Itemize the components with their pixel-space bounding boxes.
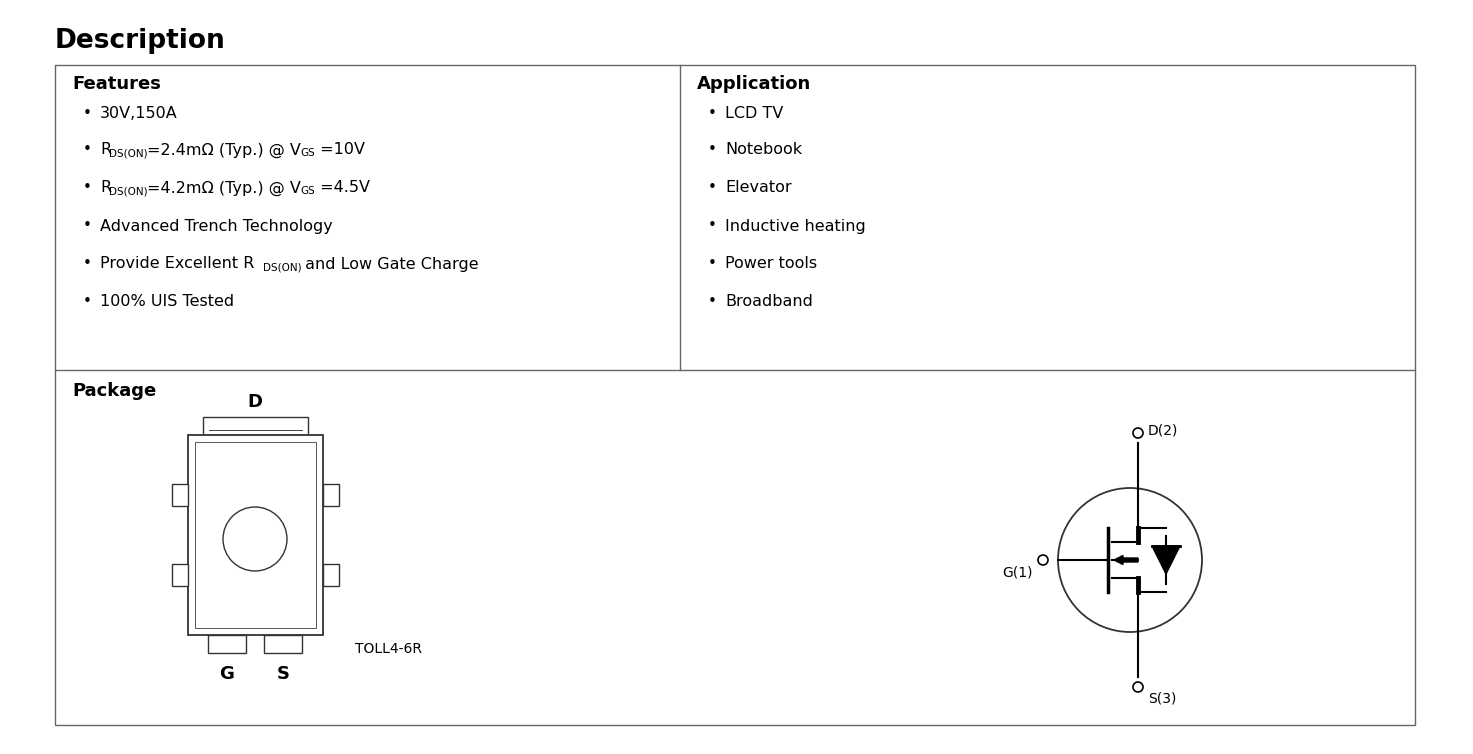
Text: Description: Description (55, 28, 225, 54)
Text: Advanced Trench Technology: Advanced Trench Technology (100, 219, 333, 234)
Text: =4.5V: =4.5V (315, 180, 370, 195)
Text: D(2): D(2) (1147, 424, 1178, 438)
Text: 30V,150A: 30V,150A (100, 106, 178, 121)
Text: Inductive heating: Inductive heating (725, 219, 866, 234)
Text: D: D (247, 393, 262, 411)
Text: and Low Gate Charge: and Low Gate Charge (300, 256, 479, 271)
Text: G(1): G(1) (1003, 565, 1033, 579)
Text: R: R (100, 143, 110, 158)
Bar (264, 635, 302, 653)
Text: Package: Package (72, 382, 156, 400)
Text: Application: Application (697, 75, 812, 93)
Text: R: R (100, 180, 110, 195)
Text: DS(ON): DS(ON) (109, 186, 147, 197)
Circle shape (1038, 555, 1047, 565)
Bar (202, 417, 308, 435)
Text: DS(ON): DS(ON) (109, 149, 147, 158)
Text: LCD TV: LCD TV (725, 106, 784, 121)
Text: Elevator: Elevator (725, 180, 791, 195)
Text: GS: GS (300, 186, 315, 197)
Text: Broadband: Broadband (725, 295, 813, 309)
Text: •: • (707, 256, 716, 271)
Text: •: • (82, 219, 91, 234)
Bar (323, 564, 339, 586)
Bar (55, 65, 1416, 725)
FancyArrow shape (1114, 556, 1139, 565)
Text: •: • (82, 106, 91, 121)
Text: •: • (707, 219, 716, 234)
Text: =4.2mΩ (Typ.) @ V: =4.2mΩ (Typ.) @ V (147, 180, 300, 195)
Circle shape (1133, 682, 1143, 692)
Text: G: G (219, 665, 234, 683)
Text: S(3): S(3) (1147, 692, 1177, 706)
Text: •: • (82, 256, 91, 271)
Text: GS: GS (300, 149, 315, 158)
Text: •: • (707, 180, 716, 195)
Text: =10V: =10V (315, 143, 365, 158)
Text: •: • (82, 180, 91, 195)
Text: •: • (707, 143, 716, 158)
Text: DS(ON): DS(ON) (264, 262, 302, 272)
Circle shape (222, 507, 287, 571)
Text: •: • (82, 143, 91, 158)
Bar (171, 564, 187, 586)
Bar (208, 635, 246, 653)
Bar (194, 442, 315, 628)
Bar (171, 484, 187, 506)
Text: Power tools: Power tools (725, 256, 818, 271)
Bar (187, 435, 323, 635)
Text: Notebook: Notebook (725, 143, 803, 158)
Polygon shape (1152, 546, 1180, 574)
Text: Features: Features (72, 75, 161, 93)
Circle shape (1133, 428, 1143, 438)
Text: =2.4mΩ (Typ.) @ V: =2.4mΩ (Typ.) @ V (147, 143, 300, 158)
Text: TOLL4-6R: TOLL4-6R (355, 642, 421, 656)
Text: •: • (707, 295, 716, 309)
Text: •: • (707, 106, 716, 121)
Text: S: S (277, 665, 290, 683)
Circle shape (1058, 488, 1202, 632)
Bar (323, 484, 339, 506)
Text: Provide Excellent R: Provide Excellent R (100, 256, 255, 271)
Text: •: • (82, 295, 91, 309)
Text: 100% UIS Tested: 100% UIS Tested (100, 295, 234, 309)
